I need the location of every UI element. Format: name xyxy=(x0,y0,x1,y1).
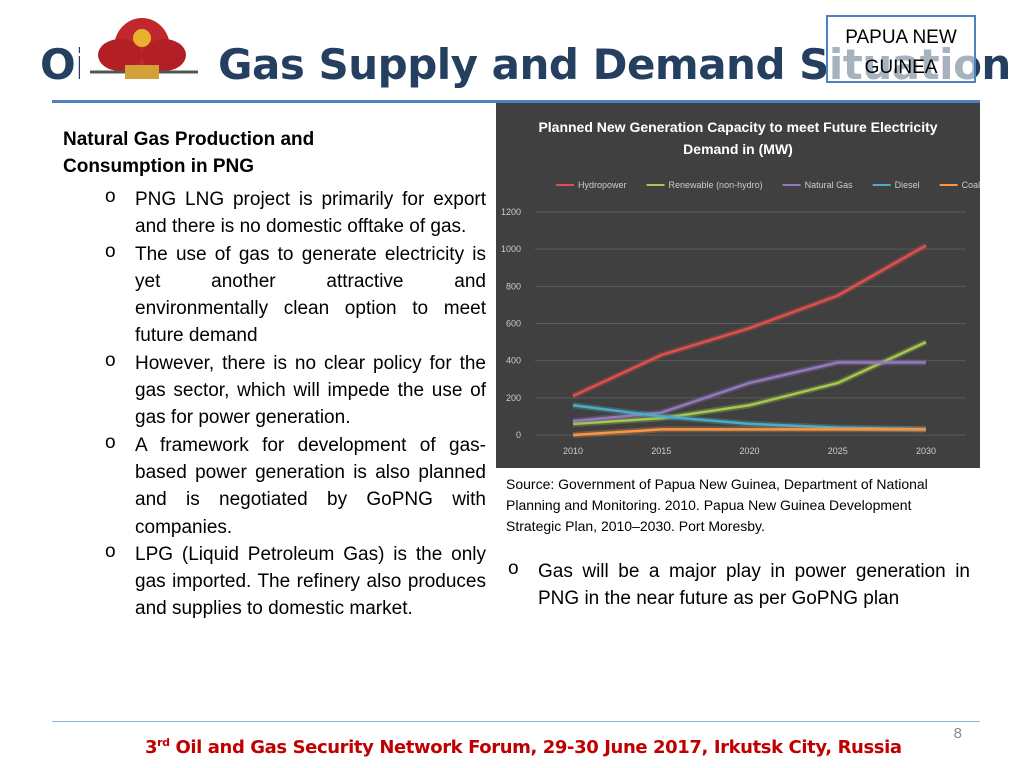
page-number: 8 xyxy=(953,725,962,742)
heading: Natural Gas Production and Consumption i… xyxy=(63,129,315,178)
y-tick-label: 400 xyxy=(506,356,521,366)
footer: 3rd Oil and Gas Security Network Forum, … xyxy=(145,736,902,758)
y-tick-label: 800 xyxy=(506,281,521,291)
bullet: PNG LNG project is primarily for export … xyxy=(105,183,486,241)
x-tick-label: 2010 xyxy=(563,446,583,456)
x-tick-label: 2015 xyxy=(651,446,671,456)
logo xyxy=(80,10,205,95)
bullet: LPG (Liquid Petroleum Gas) is the only g… xyxy=(105,538,486,623)
glow xyxy=(571,242,928,399)
legend-label: Coal xyxy=(962,180,980,190)
series-line xyxy=(572,361,926,423)
footer-ordinal: 3 xyxy=(145,737,158,758)
legend-label: Renewable (non-hydro) xyxy=(669,180,763,190)
chart-title: Demand in (MW) xyxy=(683,141,793,157)
left-bullets: PNG LNG project is primarily for export … xyxy=(105,183,486,623)
x-tick-label: 2030 xyxy=(916,446,936,456)
y-tick-label: 0 xyxy=(516,430,521,440)
chart-frame: Planned New Generation Capacity to meet … xyxy=(496,103,980,468)
legend-label: Diesel xyxy=(895,180,920,190)
y-tick-label: 1000 xyxy=(501,244,521,254)
y-tick-label: 1200 xyxy=(501,207,521,217)
x-tick-label: 2025 xyxy=(828,446,848,456)
title-rule xyxy=(52,100,980,103)
right-bullets: Gas will be a major play in power genera… xyxy=(508,555,970,613)
source: Source: Government of Papua New Guinea, … xyxy=(506,476,928,534)
legend-label: Hydropower xyxy=(578,180,627,190)
series-line xyxy=(572,428,926,437)
bullet: Gas will be a major play in power genera… xyxy=(508,555,970,613)
footer-rule xyxy=(52,721,980,722)
y-tick-label: 600 xyxy=(506,319,521,329)
bullet: A framework for development of gas-based… xyxy=(105,429,486,541)
series-line xyxy=(572,340,927,426)
x-tick-label: 2020 xyxy=(739,446,759,456)
footer-text: Oil and Gas Security Network Forum, 29-3… xyxy=(169,737,902,758)
bullet: The use of gas to generate electricity i… xyxy=(105,238,486,350)
legend-label: Natural Gas xyxy=(805,180,854,190)
y-tick-label: 200 xyxy=(506,393,521,403)
bullet: However, there is no clear policy for th… xyxy=(105,347,486,432)
footer-suffix: rd xyxy=(157,736,170,749)
series-line xyxy=(572,244,927,398)
chart: Planned New Generation Capacity to meet … xyxy=(501,119,980,456)
country-box: PAPUA NEW GUINEA xyxy=(826,15,976,83)
chart-title: Planned New Generation Capacity to meet … xyxy=(538,119,937,135)
